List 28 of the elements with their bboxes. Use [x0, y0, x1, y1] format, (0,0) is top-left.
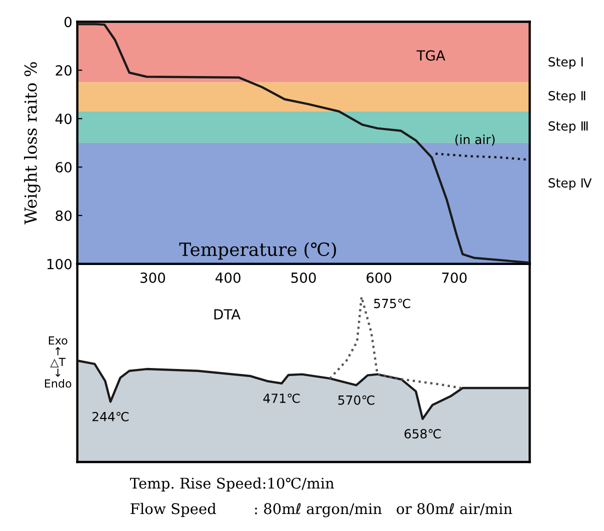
y-tick-label: 80: [56, 210, 72, 221]
annotation: 570℃: [338, 395, 374, 405]
x-tick-label: 700: [442, 272, 467, 283]
band-label: Step Ⅱ: [548, 91, 586, 103]
annotation: 575℃: [374, 298, 410, 308]
y-axis-title: Weight loss raito %: [24, 62, 40, 224]
y-axis-title: Exo ↑ △T ↓ Endo: [45, 336, 72, 388]
band-label: Step Ⅰ: [548, 57, 583, 69]
band-label: Step Ⅳ: [548, 178, 592, 190]
annotation: 658℃: [404, 429, 441, 439]
annotation: DTA: [214, 309, 241, 320]
annotation: 471℃: [263, 394, 300, 404]
x-tick-label: 500: [291, 272, 316, 283]
y-tick-label: 20: [56, 65, 72, 76]
x-tick-label: 400: [216, 272, 240, 283]
band-label: Step Ⅲ: [548, 121, 588, 134]
annotation: (in air): [455, 134, 495, 146]
y-tick-label: 100: [47, 258, 72, 270]
x-tick-label: 300: [140, 272, 166, 283]
text: Flow Speed : 80mℓ argon/min or 80mℓ air/min: [130, 502, 512, 518]
annotation: 244℃: [92, 412, 129, 422]
annotation: TGA: [416, 50, 446, 61]
x-tick-label: 600: [366, 272, 392, 283]
y-tick-label: 0: [64, 16, 72, 28]
x-axis-title: Temperature (℃): [179, 242, 336, 260]
y-tick-label: 60: [56, 162, 72, 173]
y-tick-label: 40: [55, 114, 72, 124]
text: Temp. Rise Speed:10℃/min: [130, 477, 334, 492]
